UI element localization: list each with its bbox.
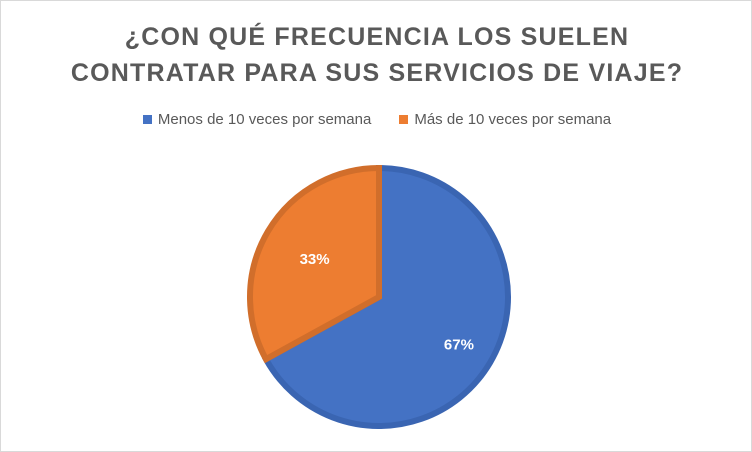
legend: Menos de 10 veces por semana Más de 10 v…: [1, 111, 752, 128]
legend-item-menos: Menos de 10 veces por semana: [142, 111, 372, 128]
legend-swatch-menos: [142, 115, 152, 124]
pie-label-menos: 67%: [444, 336, 474, 353]
chart-title-line-2: CONTRATAR PARA SUS SERVICIOS DE VIAJE?: [70, 59, 684, 87]
legend-item-mas: Más de 10 veces por semana: [399, 111, 611, 128]
legend-label-menos: Menos de 10 veces por semana: [157, 111, 372, 128]
pie-slice-mas: [247, 164, 382, 364]
chart-title-line-1: ¿CON QUÉ FRECUENCIA LOS SUELEN: [124, 23, 630, 51]
legend-swatch-mas: [399, 115, 409, 124]
pie-label-mas: 33%: [300, 251, 330, 268]
pie-slice-menos: [261, 164, 511, 429]
legend-label-mas: Más de 10 veces por semana: [414, 111, 612, 128]
chart-title: ¿CON QUÉ FRECUENCIA LOS SUELEN CONTRATAR…: [1, 19, 752, 91]
